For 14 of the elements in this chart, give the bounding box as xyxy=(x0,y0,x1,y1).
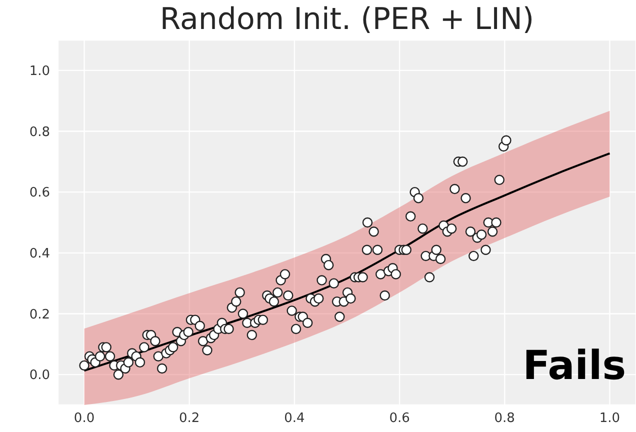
x-tick-label: 1.0 xyxy=(599,411,620,426)
y-tick-label: 0.0 xyxy=(29,368,50,384)
annotation: Fails xyxy=(522,342,626,390)
chart-title: Random Init. (PER + LIN) xyxy=(158,1,536,39)
x-tick-label: 0.8 xyxy=(494,411,515,426)
y-tick-label: 0.4 xyxy=(29,246,50,262)
y-tick-label: 1.0 xyxy=(29,64,50,80)
y-tick-label: 0.8 xyxy=(29,124,50,140)
x-tick-label: 0.0 xyxy=(74,411,95,426)
x-tick-label: 0.2 xyxy=(179,411,200,426)
y-tick-label: 0.2 xyxy=(29,307,50,322)
x-tick-label: 0.4 xyxy=(284,411,305,426)
y-tick-label: 0.6 xyxy=(29,186,50,201)
x-tick-label: 0.6 xyxy=(389,411,410,426)
